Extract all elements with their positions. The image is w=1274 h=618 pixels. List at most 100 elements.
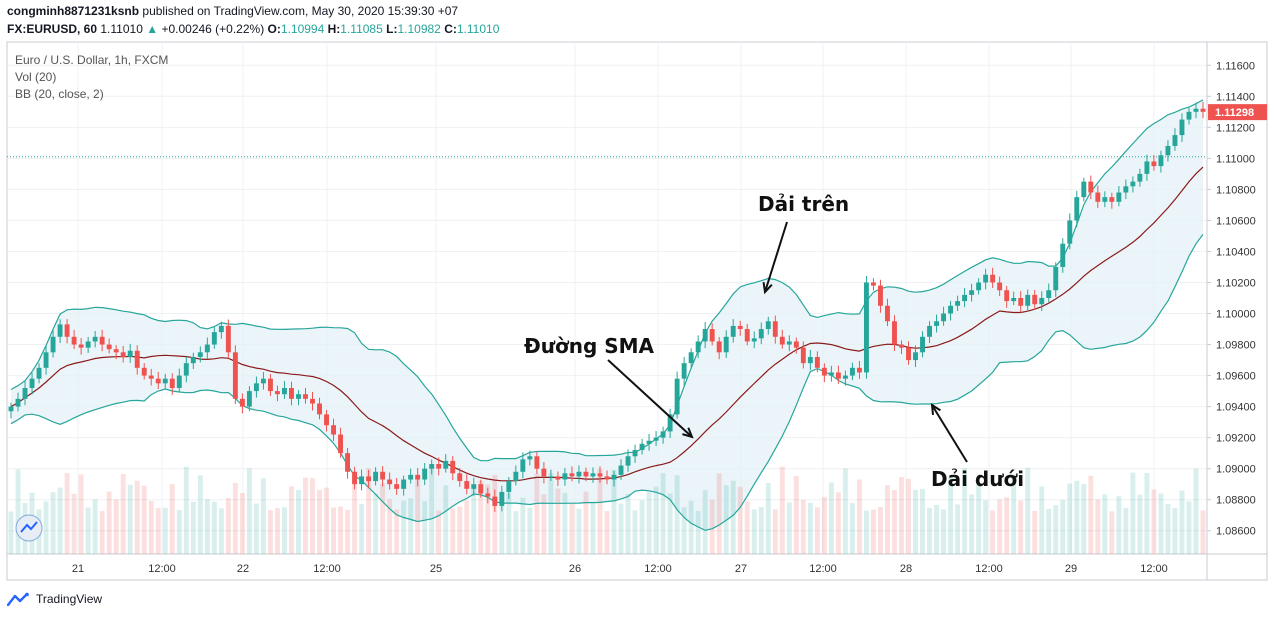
volume-bar (688, 500, 694, 554)
candle-body (127, 350, 133, 357)
volume-legend[interactable]: Vol (20) (15, 70, 57, 84)
volume-bar (548, 473, 554, 554)
volume-bar (828, 482, 834, 554)
candle-body (737, 325, 743, 330)
volume-bar (976, 484, 982, 554)
close-label: C: (444, 22, 457, 36)
candle-body (667, 414, 673, 432)
volume-bar (457, 506, 463, 554)
volume-bar (1179, 490, 1185, 554)
candle-body (590, 473, 596, 477)
volume-bar (892, 489, 897, 554)
candle-body (324, 414, 329, 426)
candle-body (772, 321, 778, 337)
candle-body (113, 349, 119, 353)
volume-bar (786, 502, 792, 554)
candle-body (856, 367, 862, 373)
low-value: 1.10982 (397, 22, 441, 36)
volume-bar (590, 502, 596, 554)
chart-title: Euro / U.S. Dollar, 1h, FXCM (15, 53, 169, 67)
candle-body (1046, 290, 1052, 298)
volume-bar (471, 484, 477, 554)
volume-bar (835, 492, 841, 554)
candle-body (1060, 243, 1066, 267)
candle-body (948, 305, 954, 314)
candle-body (1074, 197, 1080, 221)
x-tick-label: 12:00 (313, 563, 341, 575)
volume-bar (408, 498, 414, 554)
candle-body (106, 344, 112, 350)
tradingview-footer[interactable]: TradingView (7, 592, 102, 606)
volume-bar (730, 480, 736, 554)
candle-body (885, 305, 890, 322)
candle-body (415, 474, 421, 480)
volume-bar (183, 466, 189, 554)
volume-bar (948, 476, 954, 554)
candle-body (1151, 161, 1157, 167)
candle-body (1018, 298, 1024, 306)
candle-body (709, 329, 715, 342)
bb-legend[interactable]: BB (20, close, 2) (15, 87, 104, 101)
volume-bar (681, 507, 687, 554)
volume-bar (920, 488, 925, 554)
volume-bar (1193, 468, 1199, 554)
volume-bar (310, 478, 315, 554)
volume-bar (1011, 474, 1017, 554)
candle-body (1130, 181, 1136, 187)
candle-body (541, 468, 547, 477)
candle-body (1158, 155, 1164, 167)
volume-bar (1025, 467, 1031, 554)
candle-body (260, 378, 266, 384)
candle-body (352, 471, 358, 485)
candle-body (232, 352, 238, 399)
candle-body (450, 460, 456, 474)
candle-body (162, 378, 168, 384)
sma-annotation: Đường SMA (524, 334, 655, 358)
candle-body (155, 378, 161, 384)
candle-body (310, 398, 315, 404)
volume-bar (225, 497, 231, 554)
x-tick-label: 29 (1065, 563, 1077, 575)
candle-body (674, 378, 680, 415)
volume-bar (380, 483, 386, 554)
candle-body (141, 367, 147, 376)
symbol-name[interactable]: FX:EURUSD, 60 (7, 22, 98, 36)
change-up-icon: ▲ (146, 22, 159, 36)
bb-lower-line (10, 234, 1204, 531)
candle-body (997, 282, 1003, 291)
x-tick-label: 25 (430, 563, 442, 575)
candle-body (443, 460, 449, 469)
y-tick-label: 1.09800 (1216, 340, 1256, 352)
volume-bar (15, 469, 21, 554)
candle-body (78, 344, 84, 348)
volume-bar (990, 510, 996, 554)
volume-bar (695, 510, 701, 554)
symbol-info-bar: FX:EURUSD, 60 1.11010 ▲ +0.00246 (+0.22%… (7, 22, 499, 36)
candle-body (962, 294, 968, 302)
volume-bar (941, 509, 947, 554)
candle-body (218, 325, 224, 333)
volume-bar (57, 487, 63, 554)
candle-body (842, 375, 848, 379)
volume-bar (64, 473, 70, 554)
candle-body (1123, 186, 1129, 193)
volume-bar (1018, 500, 1024, 554)
volume-bar (197, 475, 203, 554)
x-tick-label: 12:00 (809, 563, 837, 575)
volume-bar (1088, 475, 1094, 554)
candle-body (239, 398, 245, 407)
candle-body (1067, 220, 1073, 244)
volume-bar (338, 506, 344, 554)
volume-bar (246, 468, 252, 554)
candle-body (899, 344, 904, 348)
candle-body (955, 301, 961, 306)
volume-bar (92, 499, 98, 554)
high-value: 1.11085 (340, 22, 383, 36)
volume-bar (765, 483, 771, 554)
publisher-username[interactable]: congminh8871231ksnb (7, 4, 140, 18)
y-tick-label: 1.11000 (1216, 153, 1255, 165)
volume-bar (78, 474, 84, 554)
volume-bar (821, 496, 827, 554)
candle-body (387, 479, 393, 485)
